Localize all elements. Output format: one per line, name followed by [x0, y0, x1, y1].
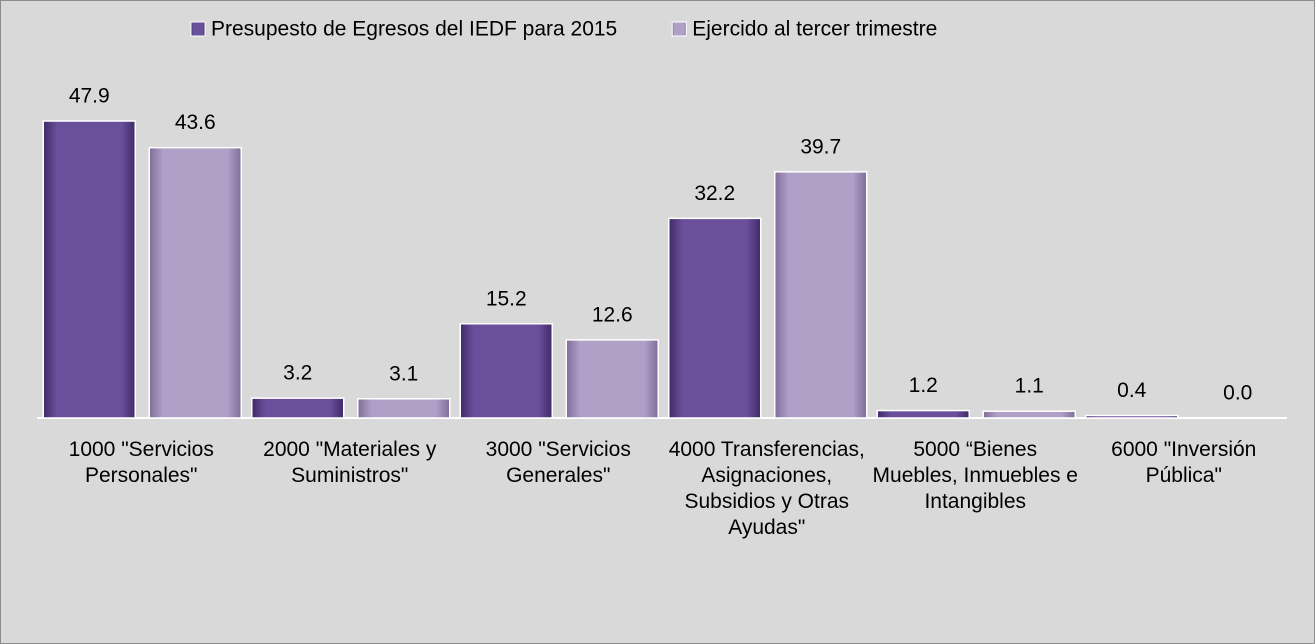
- legend-label: Presupesto de Egresos del IEDF para 2015: [211, 18, 617, 41]
- data-label: 32.2: [694, 182, 735, 205]
- bar: [1085, 414, 1179, 419]
- x-tick-label: 4000 Transferencias, Asignaciones, Subsi…: [668, 438, 865, 539]
- data-label: 12.6: [592, 303, 633, 326]
- legend-swatch: [190, 21, 206, 37]
- data-label: 1.1: [1015, 375, 1044, 398]
- bar: [876, 409, 970, 419]
- x-tick-label: 2000 "Materiales y Suministros": [263, 438, 437, 487]
- data-label: 47.9: [69, 85, 110, 108]
- x-tick-label: 6000 "Inversión Pública": [1111, 438, 1257, 487]
- data-label: 3.1: [389, 362, 418, 385]
- data-label: 43.6: [175, 111, 216, 134]
- data-label: 15.2: [486, 287, 527, 310]
- data-label: 0.0: [1223, 382, 1252, 405]
- bar: [251, 397, 345, 419]
- legend-label: Ejercido al tercer trimestre: [692, 18, 937, 41]
- bar: [982, 410, 1076, 419]
- data-label: 3.2: [283, 362, 312, 385]
- data-label: 0.4: [1117, 379, 1147, 402]
- bar: [42, 120, 136, 419]
- x-tick-label: 3000 "Servicios Generales": [485, 438, 631, 487]
- legend-swatch: [671, 21, 687, 37]
- data-label: 39.7: [800, 135, 841, 158]
- bar: [459, 323, 553, 419]
- bar: [774, 171, 868, 419]
- bar: [357, 398, 451, 419]
- x-tick-label: 1000 "Servicios Personales": [68, 438, 214, 487]
- bar: [565, 339, 659, 419]
- bar: [668, 217, 762, 419]
- x-tick-label: 5000 “Bienes Muebles, Inmuebles e Intang…: [872, 438, 1078, 513]
- data-label: 1.2: [909, 374, 938, 397]
- bar: [148, 146, 242, 419]
